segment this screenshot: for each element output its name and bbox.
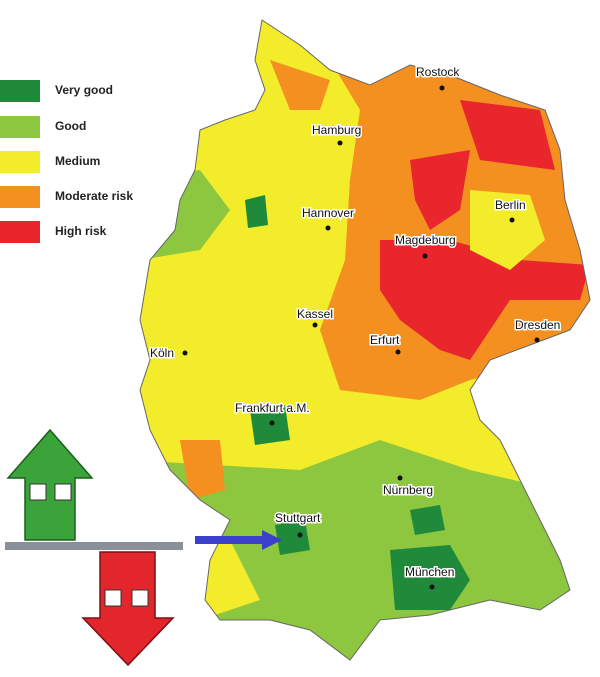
city-label: Frankfurt a.M.: [235, 401, 310, 415]
legend-label: Good: [55, 119, 86, 133]
legend-swatch: [0, 151, 40, 173]
city-dot: [395, 349, 401, 355]
city-label: Magdeburg: [395, 233, 456, 247]
legend-label: Medium: [55, 154, 100, 168]
house-down: [81, 551, 175, 667]
region-high-risk: [380, 100, 590, 360]
city-dot: [312, 322, 318, 328]
legend-swatch: [0, 186, 40, 208]
city-label: Erfurt: [370, 333, 400, 347]
city-label: Stuttgart: [275, 511, 321, 525]
legend-swatch: [0, 80, 40, 102]
city-dot: [297, 532, 303, 538]
legend-label: Moderate risk: [55, 189, 133, 203]
house-arrows-icon: [5, 428, 282, 667]
legend-label: High risk: [55, 224, 107, 238]
window: [29, 483, 47, 501]
region-moderate: [270, 60, 330, 110]
city-dot: [325, 225, 331, 231]
city-dot: [439, 85, 445, 91]
region-moderate: [180, 440, 225, 500]
germany-regions: [140, 20, 590, 660]
legend-label: Very good: [55, 83, 113, 97]
legend-swatch: [0, 221, 40, 243]
region-very-good: [245, 195, 470, 610]
ground-bar: [5, 542, 183, 550]
city-label: Hannover: [302, 206, 354, 220]
city-dot: [337, 140, 343, 146]
city-label: Berlin: [495, 198, 526, 212]
city-label: Kassel: [297, 307, 333, 321]
city-dot: [269, 420, 275, 426]
city-label: München: [405, 565, 454, 579]
cities: Rostock Hamburg Hannover Berlin Magdebur…: [149, 64, 562, 590]
legend: Very good Good Medium Moderate risk High…: [0, 80, 133, 243]
city-label: Dresden: [515, 318, 560, 332]
window: [131, 589, 149, 607]
pointer-arrow: [195, 530, 282, 550]
house-up: [6, 428, 94, 541]
region-medium: [470, 190, 545, 270]
city-dot: [429, 584, 435, 590]
window: [54, 483, 72, 501]
city-dot: [422, 253, 428, 259]
window: [104, 589, 122, 607]
legend-swatch: [0, 116, 40, 138]
city-label: Hamburg: [312, 123, 361, 137]
city-label: Rostock: [416, 65, 460, 79]
city-label: Nürnberg: [383, 483, 433, 497]
city-dot: [397, 475, 403, 481]
city-label: Köln: [150, 346, 174, 360]
city-dot: [182, 350, 188, 356]
city-dot: [534, 337, 540, 343]
city-dot: [509, 217, 515, 223]
